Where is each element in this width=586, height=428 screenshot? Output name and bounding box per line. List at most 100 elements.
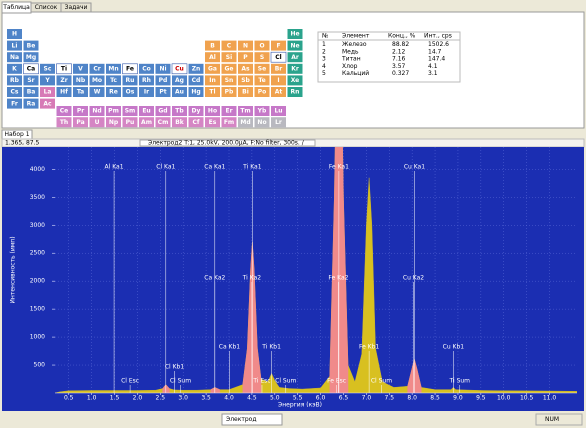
element-symbol: Ga (208, 66, 217, 73)
element-cell (89, 63, 105, 74)
peak-label: Ti Esc (252, 378, 270, 385)
element-symbol: Mn (108, 66, 118, 73)
peak-label: Ca Ka2 (204, 275, 225, 282)
element-symbol: Am (141, 119, 152, 126)
element-symbol: Md (240, 119, 250, 126)
element-symbol: Sn (225, 77, 234, 84)
set-tab-label[interactable]: Набор 1 (4, 131, 29, 138)
peak-label: Fe Ka1 (329, 164, 349, 171)
element-symbol: Ne (290, 42, 299, 49)
element-symbol: Pt (159, 89, 166, 96)
chart-panel (2, 147, 584, 411)
x-tick-label: 4.5 (247, 395, 257, 402)
peak-label: Al Ka1 (105, 164, 124, 171)
element-symbol: K (12, 66, 17, 73)
element-cell (171, 63, 188, 75)
element-symbol: As (241, 66, 250, 73)
element-cell (172, 106, 187, 116)
peak-label: Ca Ka1 (204, 164, 225, 171)
element-symbol: Tm (240, 108, 250, 115)
element-symbol: Pr (77, 108, 84, 115)
table-header: № (322, 33, 328, 40)
table-cell: 1502.6 (428, 41, 449, 48)
element-symbol: Te (258, 77, 265, 84)
element-symbol: Al (209, 54, 216, 61)
element-cell (139, 117, 154, 128)
element-symbol: Cd (192, 77, 201, 84)
element-symbol: Cm (158, 119, 169, 126)
tab-label[interactable]: Задачи (65, 4, 88, 11)
element-cell (40, 63, 55, 74)
y-tick-label: 2500 (30, 250, 45, 257)
element-cell (188, 117, 204, 128)
table-cell: 3 (322, 56, 326, 63)
element-cell (23, 40, 39, 51)
element-symbol: Ce (60, 108, 68, 115)
element-symbol: Ca (27, 66, 35, 73)
table-cell: 4.1 (428, 63, 438, 70)
element-cell (271, 87, 286, 97)
element-cell (188, 63, 204, 74)
element-symbol: S (260, 54, 264, 61)
axes: 500 1000 1500 2000 2500 3000 3500 4000 0.5 1.0 1.5… (30, 164, 557, 402)
tab-label[interactable]: Список (35, 4, 58, 11)
element-symbol: Rb (10, 77, 20, 84)
element-cell (188, 87, 204, 97)
element-cell (205, 106, 220, 116)
element-cell (106, 87, 121, 97)
x-tick-label: 4.0 (224, 395, 234, 402)
element-cell (122, 117, 138, 128)
element-cell (271, 40, 286, 51)
x-tick-label: 0.5 (64, 395, 74, 402)
element-symbol: Nd (92, 108, 101, 115)
element-symbol: Pd (159, 77, 168, 84)
x-tick-label: 1.5 (110, 395, 120, 402)
element-symbol: Ar (291, 54, 299, 61)
element-cell (155, 87, 171, 97)
spectrum-area (162, 147, 422, 393)
element-symbol: Po (258, 89, 267, 96)
y-tick-label: 1500 (30, 306, 45, 313)
element-symbol: Xe (291, 77, 300, 84)
peak-label: Cl Ka1 (156, 164, 175, 171)
element-symbol: Gd (158, 108, 167, 115)
element-cell (205, 63, 220, 74)
element-symbol: Ru (126, 77, 135, 84)
table-header: Элемент (342, 33, 370, 40)
element-cell (56, 117, 72, 128)
status-file[interactable]: Электрод (226, 416, 256, 423)
x-tick-label: 8.0 (407, 395, 417, 402)
element-cell (238, 87, 253, 97)
y-tick-label: 3500 (30, 194, 45, 201)
status-tab[interactable] (221, 413, 283, 426)
element-symbol: Os (126, 89, 135, 96)
element-cell (73, 106, 88, 116)
x-tick-label: 9.0 (453, 395, 463, 402)
element-cell (271, 75, 286, 86)
element-cell (254, 52, 270, 63)
x-tick-label: 3.5 (201, 395, 211, 402)
element-symbol: Zr (60, 77, 67, 84)
element-cell (238, 52, 253, 63)
y-tick-label: 2000 (30, 278, 45, 285)
peak-label: Fe Esc (327, 378, 346, 385)
element-symbol: Kr (291, 66, 299, 73)
table-cell: 147.4 (428, 56, 445, 63)
element-symbol: Hf (60, 89, 68, 96)
element-symbol: Ho (208, 108, 217, 115)
element-symbol: Ti (61, 66, 67, 73)
element-symbol: Si (226, 54, 232, 61)
element-symbol: No (257, 119, 266, 126)
cursor-readout: 1.365, 87.5 (5, 140, 40, 147)
element-cell (56, 87, 72, 97)
plot-area (55, 147, 577, 393)
element-symbol: Dy (192, 108, 201, 115)
element-symbol: Tc (110, 77, 117, 84)
tab-label[interactable]: Таблица (2, 4, 30, 11)
element-symbol: B (210, 42, 215, 49)
element-cell (254, 63, 270, 74)
table-cell: 1 (322, 41, 326, 48)
element-cell (7, 40, 22, 51)
tab[interactable] (60, 2, 92, 13)
element-cell (139, 63, 154, 74)
